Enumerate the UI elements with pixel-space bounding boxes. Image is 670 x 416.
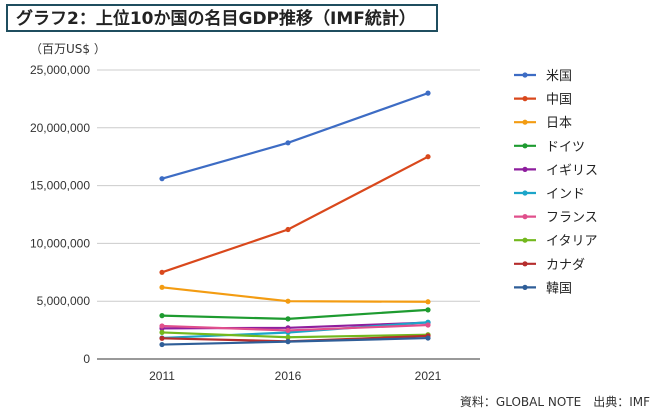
data-point [285, 327, 291, 334]
legend-marker [522, 96, 528, 102]
legend-marker [522, 143, 528, 149]
legend-label: イギリス [546, 162, 598, 177]
y-tick-label: 25,000,000 [30, 63, 90, 77]
y-tick-label: 20,000,000 [30, 121, 90, 135]
legend-marker [522, 72, 528, 78]
data-point [285, 226, 291, 233]
data-point [285, 298, 291, 304]
legend-label: 日本 [546, 115, 572, 130]
series-line-1 [161, 155, 429, 274]
legend-marker [522, 284, 528, 290]
legend-label: カナダ [546, 257, 585, 272]
legend-label: 中国 [546, 92, 572, 107]
legend-label: フランス [546, 210, 598, 225]
data-point [425, 335, 431, 341]
legend-label: インド [546, 186, 585, 201]
data-point [425, 307, 431, 313]
source-note: 資料：GLOBAL NOTE 出典：IMF [459, 395, 650, 409]
y-tick-label: 5,000,000 [37, 294, 91, 308]
legend-marker [522, 166, 528, 172]
legend-marker [522, 237, 528, 243]
axis-labels: 0 5,000,000 10,000,000 15,000,000 20,000,000… [30, 63, 442, 383]
data-point [159, 341, 165, 348]
data-point [425, 154, 431, 160]
legend-marker [522, 261, 528, 267]
data-point [159, 329, 165, 336]
x-tick-label: 2021 [415, 369, 442, 383]
series-line-0 [161, 92, 429, 180]
y-tick-label: 15,000,000 [30, 179, 90, 193]
y-tick-label: 10,000,000 [30, 236, 90, 250]
legend-label: 韓国 [546, 280, 572, 295]
chart-grid [97, 69, 480, 360]
data-point [159, 284, 165, 290]
legend-label: イタリア [546, 233, 597, 248]
x-tick-label: 2016 [275, 369, 302, 383]
series-line-2 [161, 286, 429, 303]
data-point [285, 140, 291, 146]
data-point [425, 322, 431, 328]
data-point [285, 339, 291, 345]
legend-marker [522, 190, 528, 196]
series-line-3 [161, 308, 429, 320]
data-point [285, 334, 291, 340]
data-point [159, 335, 165, 341]
legend-label: ドイツ [546, 139, 585, 154]
chart-title: グラフ2：上位10か国の名目GDP推移（IMF統計） [16, 9, 416, 29]
x-tick-label: 2011 [149, 369, 175, 383]
legend-label: 米国 [546, 68, 572, 83]
chart-title-box: グラフ2：上位10か国の名目GDP推移（IMF統計） [6, 4, 438, 32]
series-lines [159, 90, 431, 348]
data-point [285, 316, 291, 322]
data-point [425, 299, 431, 305]
legend-marker [522, 119, 528, 125]
data-point [425, 90, 431, 96]
legend-marker [522, 214, 528, 220]
data-point [159, 313, 165, 319]
data-point [159, 269, 165, 275]
data-point [159, 323, 165, 329]
y-axis-unit-label: （百万US$ ） [30, 42, 106, 56]
data-point [159, 176, 165, 182]
y-tick-label: 0 [83, 352, 90, 366]
